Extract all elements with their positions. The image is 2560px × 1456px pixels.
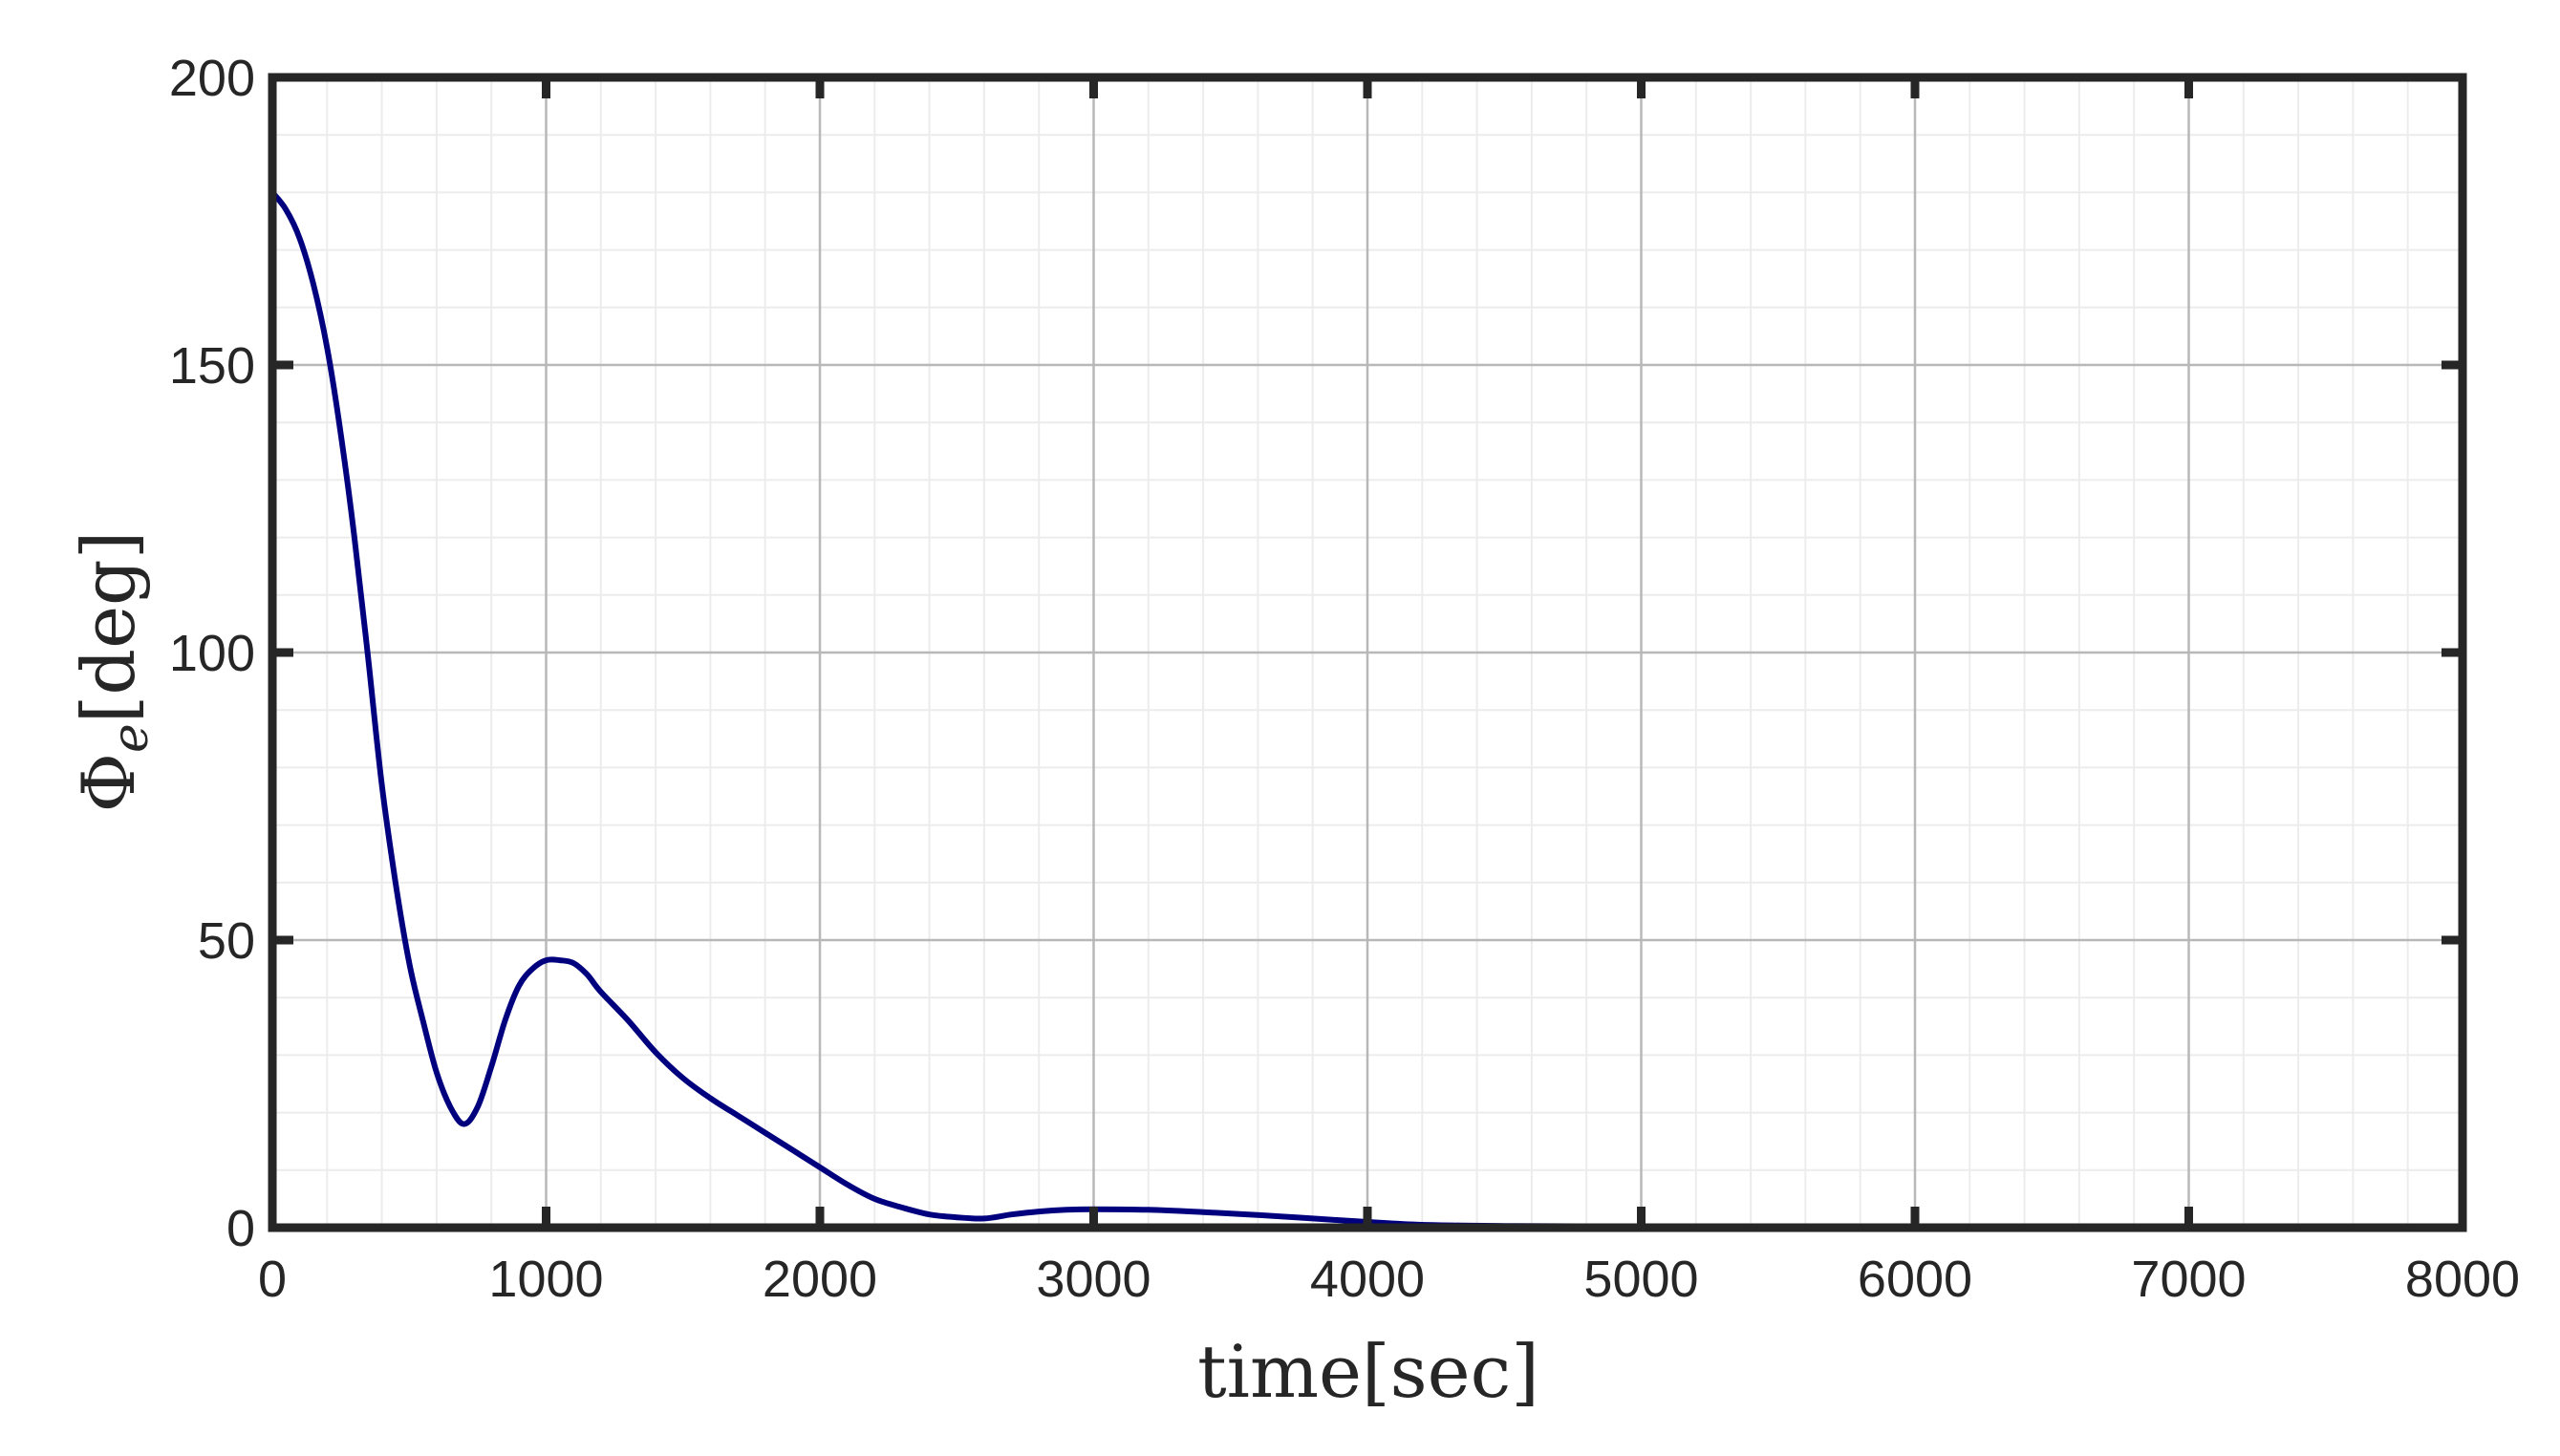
x-tick-label: 4000 [1310, 1251, 1425, 1308]
x-axis-label: time[sec] [1197, 1329, 1539, 1414]
x-tick-label: 7000 [2131, 1251, 2246, 1308]
x-tick-labels: 0 1000 2000 3000 4000 5000 6000 7000 8000 [258, 1251, 2520, 1308]
x-tick-label: 8000 [2405, 1251, 2520, 1308]
x-tick-label: 6000 [1858, 1251, 1972, 1308]
y-tick-label: 150 [169, 337, 255, 395]
x-tick-label: 1000 [488, 1251, 603, 1308]
y-tick-labels: 0 50 100 150 200 [169, 50, 255, 1257]
series-line [269, 189, 2465, 1231]
y-tick-label: 0 [226, 1200, 255, 1257]
y-axis-label-symbol: Φ [66, 753, 151, 812]
y-tick-label: 200 [169, 50, 255, 107]
y-axis-label-subscript: e [102, 723, 160, 753]
y-axis-label-unit: [deg] [66, 531, 151, 724]
y-axis-label: Φe[deg] [66, 531, 160, 813]
plot-frame [268, 73, 2467, 1232]
y-tick-label: 50 [198, 912, 255, 970]
x-tick-label: 0 [258, 1251, 287, 1308]
x-tick-label: 2000 [763, 1251, 877, 1308]
y-tick-label: 100 [169, 625, 255, 682]
x-tick-label: 3000 [1036, 1251, 1151, 1308]
x-tick-label: 5000 [1583, 1251, 1698, 1308]
